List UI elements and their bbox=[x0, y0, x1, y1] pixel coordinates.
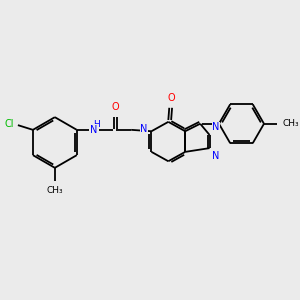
Text: CH₃: CH₃ bbox=[46, 186, 63, 195]
Text: H: H bbox=[93, 120, 100, 129]
Text: CH₃: CH₃ bbox=[283, 119, 299, 128]
Text: N: N bbox=[90, 125, 97, 135]
Text: O: O bbox=[111, 102, 119, 112]
Text: Cl: Cl bbox=[5, 119, 14, 129]
Text: O: O bbox=[167, 93, 175, 103]
Text: N: N bbox=[212, 122, 220, 132]
Text: N: N bbox=[140, 124, 148, 134]
Text: N: N bbox=[212, 151, 220, 161]
